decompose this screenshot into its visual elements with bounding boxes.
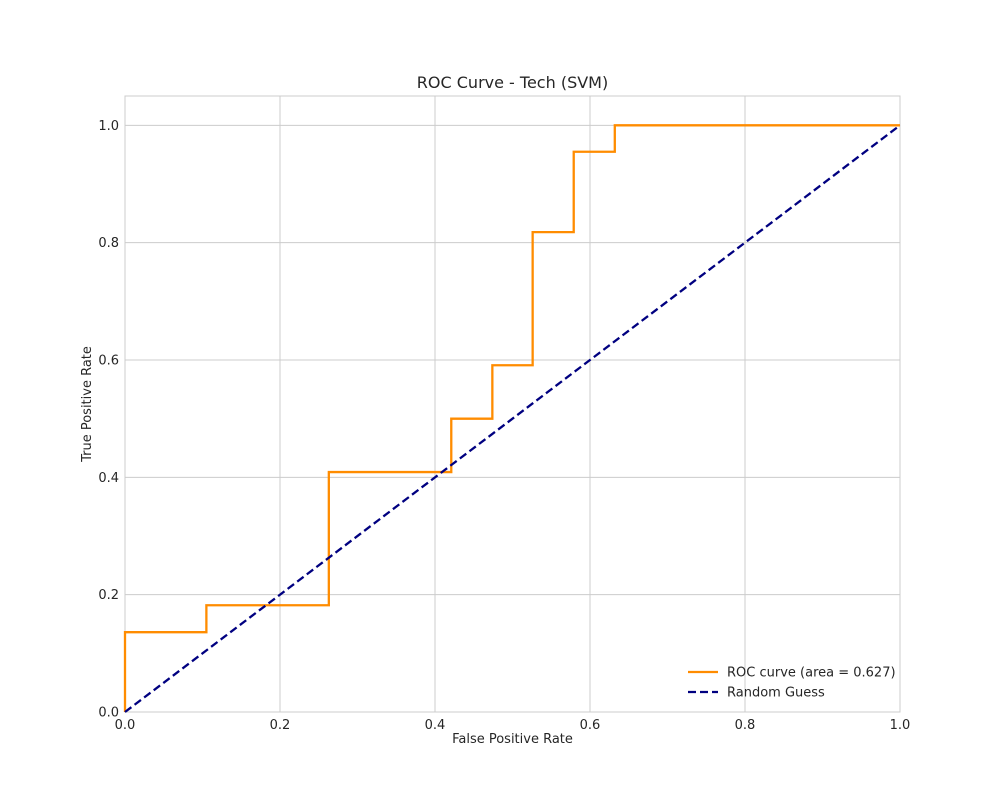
chart-title: ROC Curve - Tech (SVM): [417, 73, 608, 92]
x-axis-title: False Positive Rate: [452, 732, 573, 747]
y-axis-title: True Positive Rate: [80, 346, 95, 463]
x-tick-label: 0.0: [115, 718, 136, 733]
x-tick-label: 0.2: [270, 718, 291, 733]
series-lines: [123, 124, 901, 713]
grid-lines: [124, 96, 901, 713]
y-tick-label: 0.4: [98, 471, 119, 486]
x-tick-label: 0.8: [735, 718, 756, 733]
y-tick-label: 0.8: [98, 236, 119, 251]
random-guess-line: [124, 124, 901, 713]
tick-labels: 0.0 0.2 0.4 0.6 0.8 1.0 0.0 0.2 0.4 0.6 0.8 1.0: [98, 119, 910, 733]
legend: ROC curve (area = 0.627) Random Guess: [688, 666, 896, 701]
roc-curve-line: [123, 124, 900, 712]
y-tick-label: 1.0: [98, 119, 119, 134]
y-tick-label: 0.6: [98, 354, 119, 369]
x-tick-label: 1.0: [890, 718, 911, 733]
x-tick-label: 0.6: [580, 718, 601, 733]
plot-area-frame: [124, 95, 901, 713]
x-tick-label: 0.4: [425, 718, 446, 733]
y-tick-label: 0.2: [98, 588, 119, 603]
legend-label: ROC curve (area = 0.627): [727, 666, 896, 681]
y-tick-label: 0.0: [98, 706, 119, 721]
legend-label: Random Guess: [727, 686, 825, 701]
